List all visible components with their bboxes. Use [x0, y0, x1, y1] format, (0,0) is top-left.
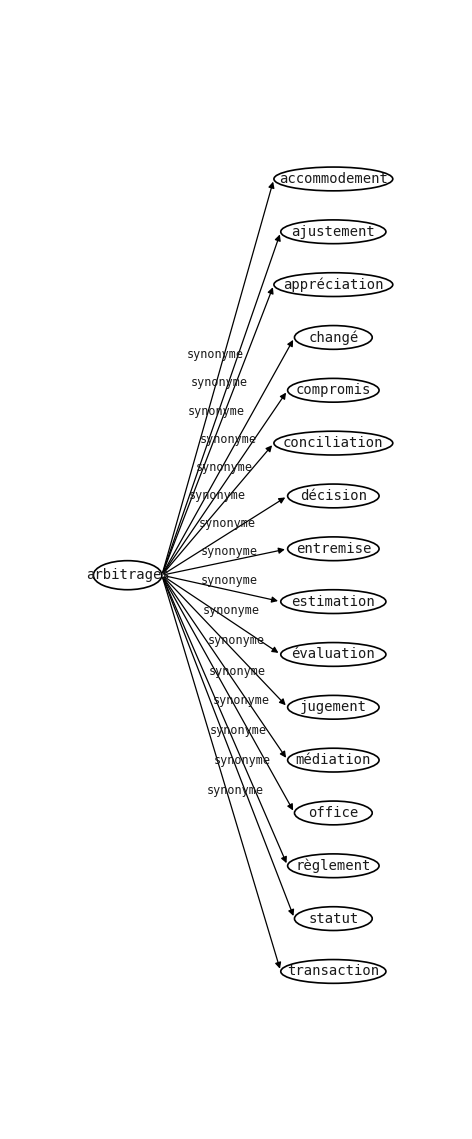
Ellipse shape	[287, 536, 379, 560]
Text: médiation: médiation	[295, 753, 371, 767]
Ellipse shape	[287, 696, 379, 719]
Text: accommodement: accommodement	[279, 172, 388, 186]
Text: synonyme: synonyme	[189, 490, 246, 502]
Ellipse shape	[287, 854, 379, 878]
Ellipse shape	[281, 642, 386, 666]
Text: synonyme: synonyme	[196, 461, 253, 474]
Ellipse shape	[281, 959, 386, 983]
Ellipse shape	[274, 167, 393, 191]
Ellipse shape	[274, 432, 393, 454]
Text: office: office	[308, 806, 358, 820]
Text: décision: décision	[300, 489, 367, 503]
Text: entremise: entremise	[295, 542, 371, 556]
Text: appréciation: appréciation	[283, 278, 384, 292]
Text: synonyme: synonyme	[187, 405, 244, 418]
Ellipse shape	[274, 272, 393, 296]
Text: synonyme: synonyme	[199, 517, 256, 530]
Text: synonyme: synonyme	[210, 724, 267, 737]
Text: jugement: jugement	[300, 700, 367, 714]
Ellipse shape	[295, 326, 372, 350]
Text: synonyme: synonyme	[207, 784, 263, 796]
Text: synonyme: synonyme	[209, 664, 266, 678]
Text: synonyme: synonyme	[203, 604, 260, 617]
Ellipse shape	[93, 560, 162, 590]
Ellipse shape	[287, 378, 379, 402]
Text: transaction: transaction	[287, 965, 379, 978]
Ellipse shape	[287, 484, 379, 508]
Text: statut: statut	[308, 911, 358, 926]
Ellipse shape	[295, 801, 372, 825]
Text: synonyme: synonyme	[213, 695, 270, 707]
Text: synonyme: synonyme	[200, 574, 257, 587]
Ellipse shape	[281, 590, 386, 614]
Text: ajustement: ajustement	[292, 224, 375, 239]
Text: synonyme: synonyme	[208, 634, 265, 647]
Text: synonyme: synonyme	[201, 544, 258, 558]
Text: conciliation: conciliation	[283, 436, 384, 450]
Text: changé: changé	[308, 330, 358, 345]
Text: règlement: règlement	[295, 859, 371, 872]
Text: synonyme: synonyme	[199, 433, 256, 445]
Text: synonyme: synonyme	[191, 376, 248, 390]
Ellipse shape	[295, 907, 372, 931]
Ellipse shape	[287, 748, 379, 772]
Text: estimation: estimation	[292, 595, 375, 608]
Text: synonyme: synonyme	[214, 754, 271, 767]
Ellipse shape	[281, 220, 386, 244]
Text: arbitrages: arbitrages	[86, 568, 169, 582]
Text: compromis: compromis	[295, 384, 371, 398]
Text: évaluation: évaluation	[292, 647, 375, 662]
Text: synonyme: synonyme	[187, 347, 244, 361]
